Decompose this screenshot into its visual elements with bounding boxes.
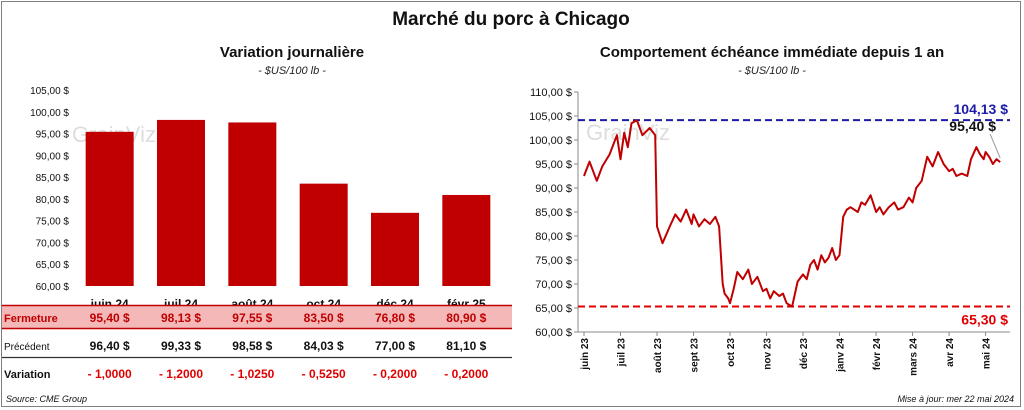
y-tick-label: 90,00 $ — [535, 183, 572, 195]
bar — [442, 194, 491, 286]
x-tick-label: sept 23 — [690, 338, 701, 373]
table-cell: 80,90 $ — [446, 311, 486, 325]
last-label: 95,40 $ — [949, 118, 996, 134]
y-tick-label: 60,00 $ — [535, 327, 572, 339]
table-cell: 84,03 $ — [304, 339, 344, 353]
x-tick-label: juin 23 — [580, 338, 591, 371]
table-cell: 99,33 $ — [161, 339, 201, 353]
update-note: Mise à jour: mer 22 mai 2024 — [897, 394, 1014, 404]
table-cell: 76,80 $ — [375, 311, 415, 325]
table-cell: 98,13 $ — [161, 311, 201, 325]
x-tick-label: févr 24 — [872, 338, 883, 371]
bar-chart-title: Variation journalière — [219, 44, 365, 61]
y-tick-label: 90,00 $ — [36, 151, 70, 162]
y-tick-label: 65,00 $ — [36, 260, 70, 271]
y-tick-label: 75,00 $ — [535, 255, 572, 267]
table-row-label: Fermeture — [4, 313, 58, 325]
high-label: 104,13 $ — [954, 101, 1009, 117]
y-tick-label: 105,00 $ — [529, 111, 572, 123]
table-cell: 97,55 $ — [232, 311, 272, 325]
y-tick-label: 110,00 $ — [530, 87, 572, 99]
bar — [371, 212, 419, 286]
y-tick-label: 70,00 $ — [36, 238, 70, 249]
x-tick-label: nov 23 — [763, 338, 774, 370]
table-cell: 96,40 $ — [90, 339, 130, 353]
table-cell: 77,00 $ — [375, 339, 415, 353]
y-tick-label: 75,00 $ — [36, 217, 70, 228]
price-line — [583, 119, 1001, 308]
last-leader — [989, 133, 1001, 159]
bar — [85, 131, 134, 286]
table-cell: 95,40 $ — [90, 311, 130, 325]
y-tick-label: 95,00 $ — [535, 159, 572, 171]
fermeture-row-bg — [2, 305, 512, 329]
source-note: Source: CME Group — [6, 394, 88, 404]
table-cell: 98,58 $ — [232, 339, 272, 353]
y-tick-label: 105,00 $ — [30, 86, 69, 97]
bar — [228, 122, 277, 287]
x-tick-label: déc 23 — [799, 338, 810, 370]
x-tick-label: mai 24 — [982, 338, 993, 370]
line-chart-subtitle: - $US/100 lb - — [738, 65, 806, 77]
x-tick-label: août 23 — [653, 338, 664, 373]
x-tick-label: juil 23 — [617, 338, 628, 368]
x-tick-label: janv 24 — [836, 338, 847, 373]
y-tick-label: 100,00 $ — [30, 108, 69, 119]
x-tick-label: avr 24 — [945, 338, 956, 367]
table-cell: - 1,0000 — [88, 367, 132, 381]
table-cell: - 0,5250 — [302, 367, 346, 381]
bar — [157, 119, 205, 286]
low-label: 65,30 $ — [961, 312, 1008, 328]
bar-chart-subtitle: - $US/100 lb - — [258, 65, 326, 77]
y-tick-label: 85,00 $ — [36, 173, 70, 184]
y-tick-label: 100,00 $ — [529, 135, 572, 147]
table-cell: 83,50 $ — [304, 311, 344, 325]
line-chart-title: Comportement échéance immédiate depuis 1… — [599, 44, 945, 61]
table-cell: - 0,2000 — [444, 367, 488, 381]
table-cell: - 1,2000 — [159, 367, 203, 381]
y-tick-label: 85,00 $ — [535, 207, 572, 219]
table-row-label: Précédent — [4, 342, 50, 353]
table-cell: 81,10 $ — [446, 339, 486, 353]
bar — [299, 183, 348, 286]
y-tick-label: 95,00 $ — [36, 130, 70, 141]
x-tick-label: mars 24 — [909, 338, 920, 376]
y-tick-label: 80,00 $ — [535, 231, 572, 243]
y-tick-label: 60,00 $ — [36, 282, 70, 293]
table-cell: - 1,0250 — [230, 367, 274, 381]
y-tick-label: 80,00 $ — [36, 195, 70, 206]
x-tick-label: oct 23 — [726, 338, 737, 367]
table-row-label: Variation — [4, 369, 51, 381]
table-cell: - 0,2000 — [373, 367, 417, 381]
y-tick-label: 70,00 $ — [535, 279, 572, 291]
page-title: Marché du porc à Chicago — [392, 9, 630, 30]
y-tick-label: 65,00 $ — [535, 303, 572, 315]
